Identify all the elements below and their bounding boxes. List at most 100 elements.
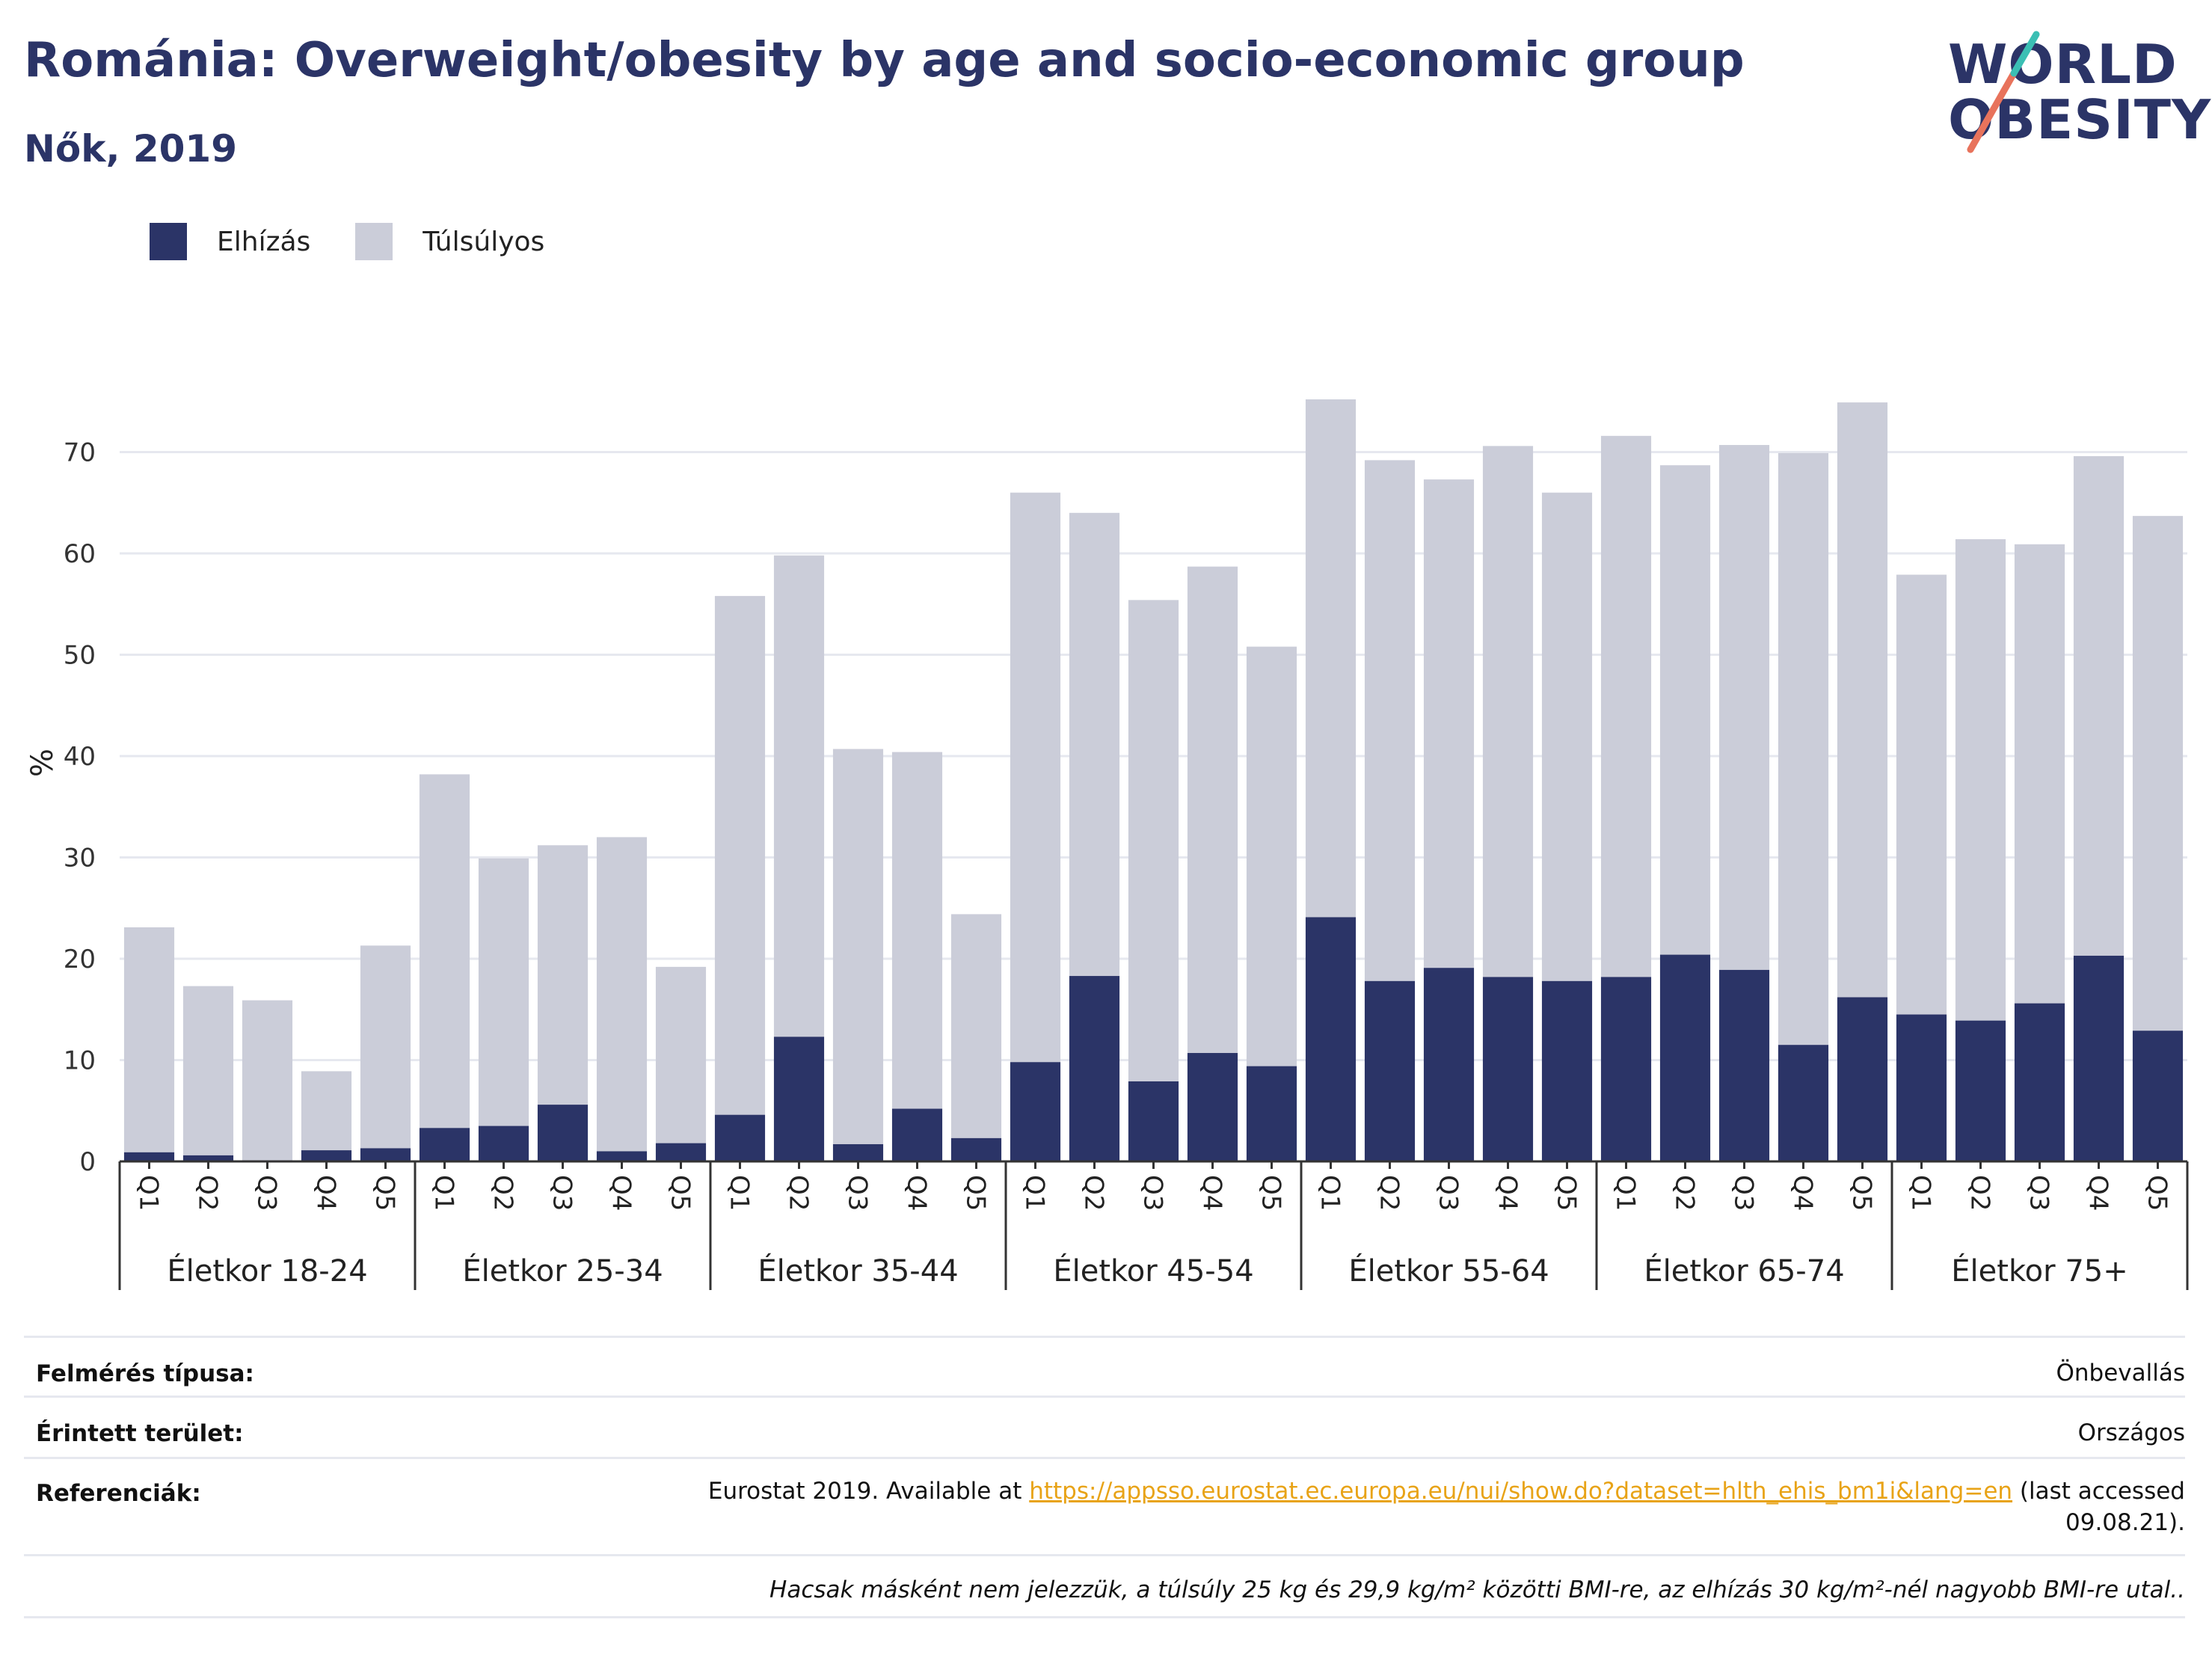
legend-swatch-obese [150,223,187,260]
bar-overweight [1955,539,2006,1021]
x-category-label: Q4 [1197,1175,1227,1211]
chart-subtitle: Nők, 2019 [24,127,238,171]
bar-overweight [182,986,234,1155]
info-row-area: Érintett terület: Országos [24,1395,2185,1459]
x-category-label: Q1 [1906,1175,1936,1211]
reference-accessed-date: 09.08.21). [2065,1509,2185,1536]
y-tick-label: 30 [64,844,96,873]
bar-obese [1305,917,1357,1161]
x-category-label: Q2 [1374,1175,1404,1211]
x-category-label: Q3 [843,1175,873,1211]
x-group-label: Életkor 25-34 [462,1253,663,1289]
area-label: Érintett terület: [36,1420,244,1447]
bar-obese [950,1137,1002,1161]
definition-note: Hacsak másként nem jelezzük, a túlsúly 2… [769,1576,2185,1603]
legend-label-overweight: Túlsúlyos [423,226,545,257]
x-group-label: Életkor 18-24 [167,1253,367,1289]
bar-overweight [1600,435,1652,977]
bar-overweight [1069,512,1120,977]
bar-overweight [655,966,707,1143]
bar-overweight [1896,574,1947,1015]
bar-overweight [1128,600,1179,1081]
y-axis-label: % [25,749,60,777]
x-category-label: Q5 [1552,1175,1582,1211]
bar-overweight [2073,455,2125,956]
bar-obese [655,1143,707,1161]
legend-item-overweight: Túlsúlyos [355,223,544,260]
bar-overweight [832,749,884,1144]
reference-suffix: (last accessed [2012,1478,2185,1505]
bar-obese [537,1105,589,1161]
logo-text-obesity: OBESITY [1948,88,2212,151]
bar-obese [714,1114,766,1161]
x-group-label: Életkor 55-64 [1348,1253,1549,1289]
x-category-label: Q2 [784,1175,814,1211]
x-group-label: Életkor 65-74 [1644,1253,1844,1289]
bar-obese [1955,1020,2006,1161]
bar-obese [1778,1045,1829,1161]
legend-label-obese: Elhízás [217,226,311,257]
bar-overweight [1246,646,1297,1066]
reference-link[interactable]: https://appsso.eurostat.ec.europa.eu/nui… [1029,1478,2013,1505]
bar-obese [2073,955,2125,1161]
bar-overweight [1718,445,1770,970]
x-category-label: Q5 [2142,1175,2172,1211]
x-category-label: Q2 [1965,1175,1995,1211]
bar-obese [1896,1014,1947,1161]
bar-obese [1837,997,1888,1161]
bar-obese [1187,1053,1238,1161]
x-category-label: Q3 [252,1175,282,1211]
bar-overweight [242,1000,293,1161]
y-tick-label: 40 [64,742,96,772]
x-category-label: Q5 [1256,1175,1286,1211]
bar-obese [832,1143,884,1161]
bar-overweight [1541,492,1593,981]
bar-obese [1128,1081,1179,1161]
bar-overweight [537,845,589,1105]
x-category-label: Q5 [961,1175,991,1211]
bar-overweight [1837,402,1888,998]
bar-overweight [301,1071,352,1151]
bar-overweight [123,927,175,1152]
x-category-label: Q1 [725,1175,755,1211]
bar-obese [1718,969,1770,1161]
bar-obese [1482,977,1534,1161]
bar-overweight [2132,515,2184,1031]
logo-slash-icon [1967,31,2040,153]
references-label: Referenciák: [36,1480,201,1507]
reference-prefix: Eurostat 2019. Available at [707,1478,1030,1505]
info-row-survey: Felmérés típusa: Önbevallás [24,1336,2185,1398]
x-group-label: Életkor 75+ [1951,1253,2127,1289]
x-category-label: Q3 [1434,1175,1463,1211]
stacked-bar-chart: 0 10 20 30 40 50 60 70% Q1 Q2 Q3 Q4 Q5 Életkor 18-24 Q… [25,399,2189,1290]
area-value: Országos [2077,1419,2185,1446]
logo-text-world: WORLD [1948,33,2178,96]
x-category-label: Q3 [547,1175,577,1211]
bar-obese [182,1155,234,1161]
bar-obese [2014,1003,2065,1161]
x-category-label: Q5 [1847,1175,1877,1211]
bar-obese [891,1108,943,1161]
x-category-label: Q3 [2024,1175,2054,1211]
x-category-label: Q4 [606,1175,636,1211]
x-category-label: Q1 [1611,1175,1641,1211]
world-obesity-logo: WORLD OBESITY [1948,30,2211,157]
x-category-label: Q4 [311,1175,341,1211]
x-category-label: Q2 [488,1175,518,1211]
x-category-label: Q1 [1315,1175,1345,1211]
bar-overweight [1778,452,1829,1045]
x-category-label: Q2 [1079,1175,1109,1211]
info-row-note: Hacsak másként nem jelezzük, a túlsúly 2… [24,1554,2185,1618]
bar-obese [123,1152,175,1161]
bar-obese [1069,976,1120,1161]
bar-obese [1659,954,1711,1161]
x-category-label: Q3 [1138,1175,1168,1211]
y-tick-label: 70 [64,438,96,468]
bar-obese [1364,980,1416,1161]
y-tick-label: 60 [64,539,96,569]
x-category-label: Q1 [1020,1175,1050,1211]
bar-obese [1541,980,1593,1161]
bar-obese [419,1128,470,1161]
x-group-label: Életkor 35-44 [758,1253,958,1289]
bar-overweight [714,595,766,1115]
